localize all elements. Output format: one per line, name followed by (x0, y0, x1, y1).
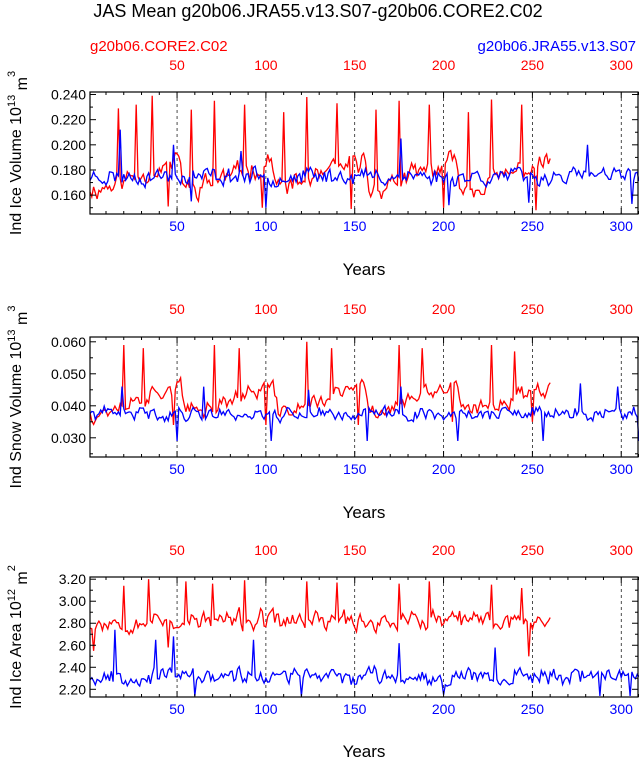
x-tick-label-top: 200 (432, 57, 456, 73)
x-tick-label-top: 150 (343, 542, 367, 558)
x-tick-label-top: 150 (343, 57, 367, 73)
x-tick-label-top: 50 (169, 542, 185, 558)
x-tick-label-bottom: 200 (432, 461, 456, 477)
x-tick-label-bottom: 50 (169, 218, 185, 234)
legend-jra-label: g20b06.JRA55.v13.S07 (478, 38, 636, 55)
panels: 50 50 100 100 150 150 200 200 250 250 300 300 0.160 0… (6, 57, 639, 761)
x-tick-label-bottom: 250 (521, 701, 545, 717)
y-tick-label: 3.20 (59, 571, 86, 587)
x-tick-label-bottom: 300 (610, 461, 634, 477)
y-tick-label: 0.060 (51, 334, 86, 350)
y-tick-label: 2.80 (59, 615, 86, 631)
series-core2-line (89, 95, 551, 211)
x-tick-label-bottom: 50 (169, 461, 185, 477)
x-tick-label-top: 250 (521, 542, 545, 558)
y-tick-label: 0.180 (51, 162, 86, 178)
x-tick-label-top: 200 (432, 301, 456, 317)
y-axis-title: Ind Ice Area 1012 m2 (6, 565, 31, 709)
x-tick-label-top: 50 (169, 301, 185, 317)
y-tick-label: 2.60 (59, 637, 86, 653)
x-tick-label-bottom: 200 (432, 218, 456, 234)
panel-3: 50 50 100 100 150 150 200 200 250 250 300 300 2.20 2.… (6, 542, 639, 761)
x-tick-label-top: 250 (521, 301, 545, 317)
x-tick-label-bottom: 100 (254, 218, 278, 234)
x-axis-title: Years (343, 503, 386, 522)
x-tick-label-bottom: 50 (169, 701, 185, 717)
y-tick-label: 0.220 (51, 112, 86, 128)
x-tick-label-bottom: 100 (254, 461, 278, 477)
legend-core-label: g20b06.CORE2.C02 (90, 38, 228, 55)
x-tick-label-bottom: 150 (343, 218, 367, 234)
x-tick-label-bottom: 300 (610, 218, 634, 234)
y-tick-label: 0.040 (51, 398, 86, 414)
y-tick-label: 3.00 (59, 593, 86, 609)
y-tick-label: 0.160 (51, 187, 86, 203)
x-tick-label-top: 150 (343, 301, 367, 317)
x-axis-title: Years (343, 742, 386, 761)
y-tick-label: 0.050 (51, 366, 86, 382)
x-tick-label-bottom: 200 (432, 701, 456, 717)
plot-frame (89, 336, 639, 458)
y-axis-title: Ind Ice Volume 1013 m3 (6, 71, 31, 235)
y-tick-label: 0.240 (51, 87, 86, 103)
x-tick-label-top: 100 (254, 542, 278, 558)
x-tick-label-top: 300 (610, 57, 634, 73)
x-tick-label-top: 100 (254, 57, 278, 73)
x-tick-label-bottom: 100 (254, 701, 278, 717)
x-tick-label-bottom: 300 (610, 701, 634, 717)
chart-title: JAS Mean g20b06.JRA55.v13.S07-g20b06.COR… (93, 1, 542, 21)
panel-1: 50 50 100 100 150 150 200 200 250 250 300 300 0.160 0… (6, 57, 639, 279)
y-tick-label: 0.200 (51, 137, 86, 153)
x-tick-label-top: 100 (254, 301, 278, 317)
plot-frame (89, 91, 639, 215)
y-tick-label: 0.030 (51, 430, 86, 446)
series-jra55-line (89, 383, 639, 442)
series-core2-line (89, 341, 551, 426)
x-tick-label-bottom: 150 (343, 461, 367, 477)
y-axis-title: Ind Snow Volume 1013 m3 (6, 306, 31, 489)
x-axis-title: Years (343, 260, 386, 279)
series-core2-line (89, 579, 551, 657)
y-tick-label: 2.20 (59, 681, 86, 697)
x-tick-label-bottom: 150 (343, 701, 367, 717)
panel-2: 50 50 100 100 150 150 200 200 250 250 300 300 0.030 0… (6, 301, 639, 522)
x-tick-label-top: 200 (432, 542, 456, 558)
x-tick-label-top: 300 (610, 542, 634, 558)
series-jra55-line (89, 629, 639, 696)
x-tick-label-top: 300 (610, 301, 634, 317)
x-tick-label-top: 250 (521, 57, 545, 73)
x-tick-label-top: 50 (169, 57, 185, 73)
plot-frame (89, 576, 639, 698)
x-tick-label-bottom: 250 (521, 218, 545, 234)
y-tick-label: 2.40 (59, 659, 86, 675)
x-tick-label-bottom: 250 (521, 461, 545, 477)
series-jra55-line (89, 129, 639, 208)
